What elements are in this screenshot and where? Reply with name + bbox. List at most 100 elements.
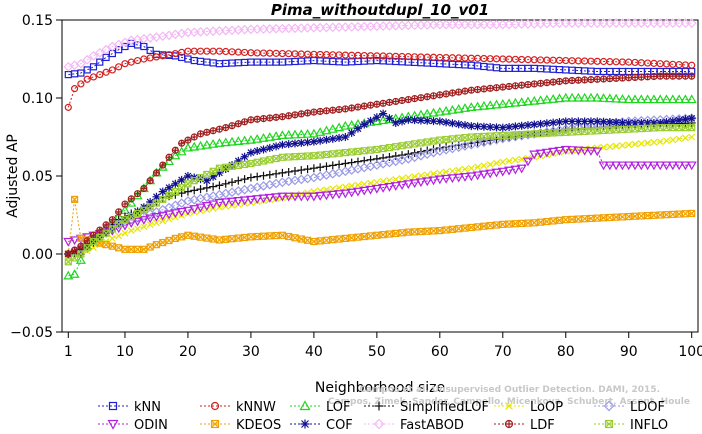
y-tick-label: 0.15 — [22, 13, 53, 29]
point-marker — [548, 147, 559, 157]
point-marker — [661, 94, 672, 104]
point-marker — [541, 94, 552, 104]
point-marker — [497, 99, 508, 108]
point-marker — [486, 123, 495, 132]
point-marker — [234, 156, 243, 165]
point-marker-cross — [656, 211, 664, 219]
point-marker-cross — [323, 151, 330, 158]
point-marker — [196, 185, 205, 194]
series-kdeos — [64, 195, 696, 258]
point-marker-cross — [549, 129, 557, 137]
point-marker — [215, 181, 224, 190]
point-marker-cross — [644, 124, 652, 132]
point-marker — [674, 94, 685, 104]
point-marker — [96, 70, 104, 79]
point-marker — [492, 123, 501, 132]
point-marker — [121, 60, 129, 68]
x-tick-label: 30 — [242, 344, 260, 360]
point-marker — [184, 55, 192, 63]
point-marker-cross — [448, 135, 456, 143]
point-marker-cross — [398, 229, 406, 237]
point-marker — [686, 161, 697, 171]
point-marker-cross — [360, 147, 368, 155]
point-marker-cross — [134, 210, 141, 217]
point-marker-cross — [278, 231, 286, 239]
point-marker — [404, 115, 413, 124]
point-marker — [371, 116, 382, 126]
point-marker — [96, 58, 104, 66]
point-marker-cross — [499, 132, 507, 139]
point-marker-cross — [166, 154, 173, 161]
point-marker-cross — [436, 227, 444, 235]
point-marker — [297, 138, 306, 147]
point-marker-cross — [348, 148, 356, 156]
point-marker — [208, 138, 219, 148]
point-marker-cross — [127, 245, 135, 253]
point-marker — [491, 99, 502, 109]
point-marker-cross — [543, 129, 551, 137]
point-marker — [151, 212, 162, 222]
point-marker-cross — [436, 91, 443, 98]
series-knn — [64, 39, 696, 79]
point-marker-cross — [550, 79, 557, 86]
point-marker — [535, 95, 546, 105]
point-marker — [278, 140, 287, 149]
point-marker-cross — [644, 212, 652, 220]
point-marker — [334, 190, 345, 199]
point-marker — [461, 165, 469, 173]
point-marker — [83, 244, 91, 252]
point-marker-cross — [329, 236, 337, 244]
point-marker — [272, 142, 281, 151]
point-marker — [164, 156, 175, 166]
point-marker — [245, 134, 256, 144]
point-marker — [592, 147, 603, 157]
point-marker — [436, 169, 444, 177]
point-marker — [127, 211, 136, 220]
legend-label: KDEOS — [236, 418, 281, 433]
point-marker — [127, 58, 135, 66]
point-marker-cross — [399, 97, 406, 104]
point-marker — [568, 146, 576, 154]
point-marker — [675, 116, 684, 125]
point-marker-cross — [228, 162, 236, 170]
point-marker — [159, 195, 167, 203]
point-marker — [453, 19, 464, 30]
point-marker — [96, 233, 104, 241]
point-marker-cross — [203, 234, 211, 242]
point-marker — [687, 114, 696, 123]
point-marker — [637, 118, 646, 127]
point-marker — [89, 63, 98, 71]
point-marker-cross — [121, 216, 129, 224]
point-marker — [246, 148, 255, 157]
point-marker — [253, 147, 262, 156]
point-marker — [611, 93, 622, 103]
point-marker — [214, 198, 225, 208]
x-tick-label: 20 — [179, 344, 197, 360]
point-marker-cross — [159, 195, 167, 203]
point-marker — [478, 170, 489, 180]
point-marker — [75, 255, 86, 264]
point-marker — [585, 92, 596, 102]
legend-label: INFLO — [630, 418, 668, 433]
point-marker — [623, 94, 634, 104]
point-marker — [619, 141, 626, 149]
point-marker — [140, 206, 148, 214]
point-marker-cross — [411, 228, 419, 236]
point-marker-cross — [575, 77, 582, 84]
point-marker-cross — [605, 420, 613, 428]
point-marker — [530, 120, 539, 129]
point-marker — [648, 94, 659, 104]
point-marker — [599, 117, 608, 126]
point-marker — [612, 118, 621, 127]
point-marker-cross — [291, 153, 299, 161]
point-marker — [604, 18, 615, 28]
point-marker-cross — [405, 96, 412, 103]
point-marker — [69, 236, 80, 246]
point-marker-cross — [569, 77, 576, 84]
point-marker-cross — [373, 101, 380, 108]
point-marker — [303, 165, 312, 174]
series-line — [68, 136, 692, 263]
point-marker — [516, 97, 527, 106]
point-marker-cross — [102, 241, 110, 249]
point-marker — [603, 400, 615, 412]
